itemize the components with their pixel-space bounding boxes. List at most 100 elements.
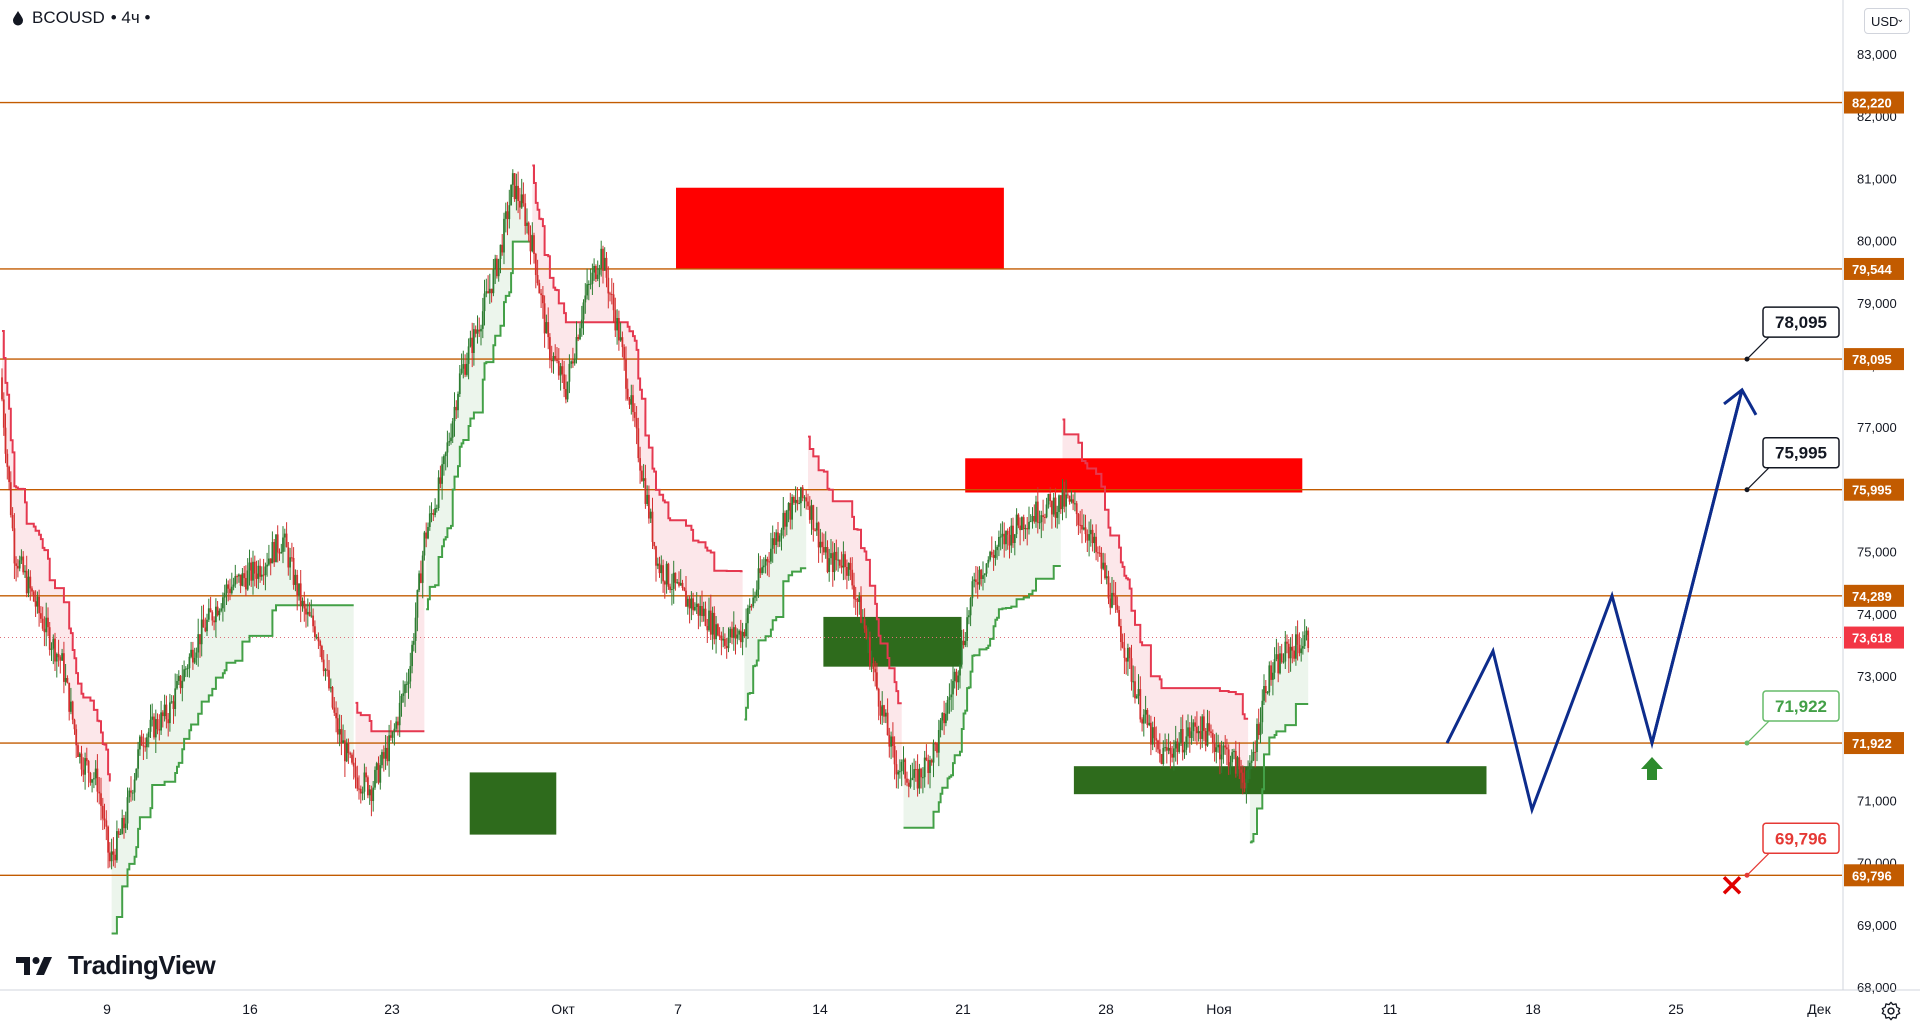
candle — [793, 495, 795, 505]
candle — [108, 842, 111, 868]
candle — [66, 675, 69, 684]
candle-body — [561, 366, 564, 375]
candle — [821, 532, 824, 563]
candle — [1194, 716, 1196, 742]
current-price-badge[interactable] — [1844, 626, 1904, 649]
symbol-header[interactable]: BCOUSD • 4ч • — [10, 8, 150, 28]
callout-box[interactable] — [1762, 306, 1840, 338]
candle-body — [36, 596, 39, 607]
currency-selector[interactable]: USD — [1864, 8, 1910, 34]
candle-body — [1038, 522, 1041, 524]
candle-body — [854, 598, 857, 600]
demand-zone[interactable] — [823, 616, 962, 667]
level-price-badge[interactable] — [1844, 91, 1904, 114]
candle — [391, 731, 394, 744]
callout-box[interactable] — [1762, 436, 1840, 469]
demand-zone[interactable] — [469, 772, 557, 835]
candle — [932, 739, 935, 778]
candle — [752, 588, 755, 609]
candle-body — [336, 718, 339, 735]
candle — [1272, 662, 1274, 696]
candle-body — [1263, 686, 1265, 701]
candle — [1019, 517, 1021, 546]
candle — [418, 570, 420, 593]
level-price-badge[interactable] — [1844, 257, 1904, 280]
level-price-badge[interactable] — [1844, 584, 1904, 607]
candle-body — [404, 684, 406, 694]
candle-body — [216, 606, 219, 616]
candle — [255, 560, 258, 589]
candle — [335, 701, 337, 733]
candle — [1257, 708, 1260, 740]
gear-icon[interactable] — [1880, 1000, 1902, 1022]
candle — [1, 368, 3, 402]
candle — [853, 572, 855, 608]
candle-body — [370, 789, 373, 801]
candle-body — [1123, 647, 1126, 658]
candle — [886, 698, 889, 736]
candle — [506, 201, 509, 236]
candle-body — [957, 675, 960, 683]
candle — [1003, 522, 1006, 558]
candle-body — [621, 337, 624, 348]
candle-body — [195, 652, 198, 658]
candle-body — [996, 546, 998, 551]
level-price-badge[interactable] — [1844, 732, 1904, 755]
candle-body — [660, 565, 663, 574]
candle-body — [676, 582, 679, 584]
candle — [324, 668, 327, 681]
candle — [736, 628, 739, 645]
candle-body — [838, 559, 841, 566]
level-price-badge[interactable] — [1844, 478, 1904, 501]
candle-body — [725, 645, 728, 649]
candle — [207, 598, 210, 622]
tradingview-logo[interactable]: TradingView — [14, 950, 216, 981]
candle-body — [200, 619, 203, 645]
candle — [674, 572, 677, 591]
candle-body — [8, 466, 10, 483]
candle-body — [38, 596, 40, 614]
candle — [230, 572, 233, 595]
callout-box[interactable] — [1762, 822, 1840, 855]
candle-body — [85, 758, 88, 762]
candle — [791, 494, 793, 530]
candle-body — [586, 284, 588, 296]
candle — [96, 754, 99, 803]
candle-body — [241, 573, 244, 586]
candle — [271, 531, 274, 564]
candle-body — [390, 735, 392, 738]
candle — [780, 527, 783, 551]
level-price-badge[interactable] — [1844, 864, 1904, 887]
candle — [580, 305, 583, 337]
candle — [262, 558, 265, 585]
candle-body — [50, 648, 53, 650]
candle — [542, 286, 544, 319]
candle-body — [314, 626, 316, 637]
candle — [1038, 510, 1041, 530]
candle — [345, 738, 348, 763]
supply-zone[interactable] — [676, 187, 1004, 269]
callout-box[interactable] — [1762, 690, 1840, 722]
candle — [110, 838, 113, 870]
candle — [930, 758, 933, 766]
candle — [766, 556, 769, 576]
interval-label: • 4ч • — [110, 8, 151, 27]
level-price-badge[interactable] — [1844, 348, 1904, 371]
candle — [55, 652, 58, 678]
supply-zone[interactable] — [965, 458, 1303, 493]
candle — [54, 632, 56, 671]
candle-body — [181, 680, 184, 689]
candle-body — [860, 596, 862, 623]
candle-body — [384, 747, 387, 759]
candle-body — [308, 611, 311, 616]
candle-body — [400, 695, 403, 703]
projection-zigzag[interactable] — [1445, 389, 1744, 815]
candle-body — [153, 716, 155, 738]
candle — [1231, 749, 1234, 768]
candle — [1171, 746, 1173, 763]
candle — [216, 601, 219, 617]
candle-body — [1058, 495, 1060, 512]
demand-zone[interactable] — [1073, 766, 1487, 795]
